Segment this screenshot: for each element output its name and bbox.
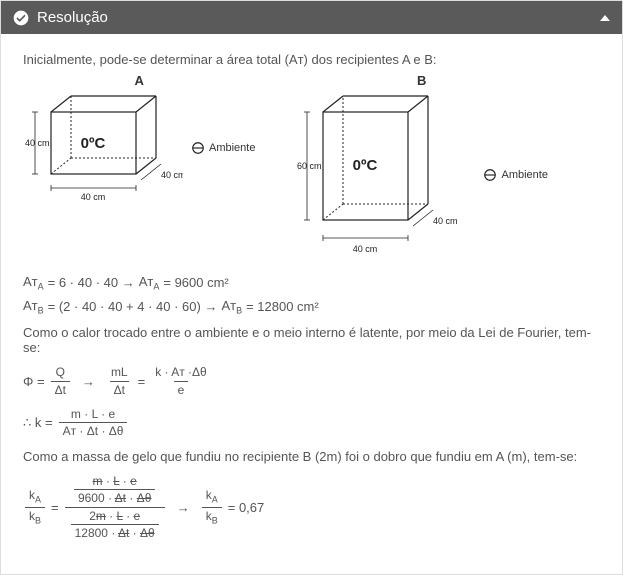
cube-a: 0ºC 40 cm [23, 90, 183, 205]
diagram-a: A [23, 73, 255, 205]
theta-icon [483, 168, 497, 182]
solution-panel: Resolução Inicialmente, pode-se determin… [0, 0, 623, 575]
panel-title: Resolução [37, 9, 108, 26]
dim-a-h: 40 cm [25, 138, 50, 148]
dim-a-d: 40 cm [161, 170, 183, 180]
panel-body: Inicialmente, pode-se determinar a área … [1, 34, 622, 574]
eq-area-b: AᴛB = (2 · 40 · 40 + 4 · 40 · 60) → AᴛB … [23, 298, 600, 316]
temp-b: 0ºC [353, 157, 378, 174]
ambient-b: Ambiente [483, 168, 547, 182]
diagram-b: B [295, 73, 547, 260]
ambient-a-label: Ambiente [209, 142, 255, 154]
diagram-b-letter: B [295, 73, 547, 88]
intro-text: Inicialmente, pode-se determinar a área … [23, 52, 600, 67]
mass-text: Como a massa de gelo que fundiu no recip… [23, 449, 600, 464]
temp-a: 0ºC [81, 135, 106, 152]
eq-phi: Φ = QΔt → mLΔt = k · Aᴛ ·Δθe [23, 365, 600, 397]
diagram-a-letter: A [23, 73, 255, 88]
ambient-b-label: Ambiente [501, 169, 547, 181]
ambient-a: Ambiente [191, 141, 255, 155]
theta-icon [191, 141, 205, 155]
collapse-icon[interactable] [600, 15, 610, 21]
dim-b-d: 40 cm [433, 216, 458, 226]
panel-header[interactable]: Resolução [1, 1, 622, 34]
diagrams-row: A [23, 73, 600, 260]
eq-ratio: kA kB = m · L · e 9600 · Δt · Δθ 2m · L … [23, 474, 600, 541]
check-circle-icon [13, 10, 29, 26]
fourier-text: Como o calor trocado entre o ambiente e … [23, 325, 600, 355]
eq-area-a: AᴛA = 6 · 40 · 40 → AᴛA = 9600 cm² [23, 274, 600, 292]
dim-a-w: 40 cm [81, 192, 106, 202]
dim-b-w: 40 cm [353, 244, 378, 254]
cube-b: 0ºC 60 cm [295, 90, 475, 260]
eq-k: ∴ k = m · L · eAᴛ · Δt · Δθ [23, 407, 600, 439]
dim-b-h: 60 cm [297, 161, 322, 171]
